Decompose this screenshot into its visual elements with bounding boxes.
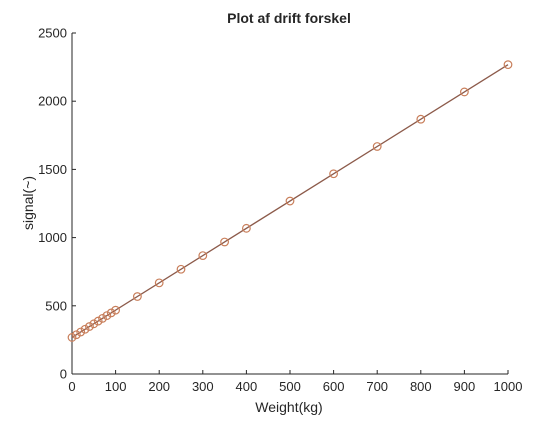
x-axis-label: Weight(kg) [255, 399, 322, 415]
fit-line [71, 64, 509, 338]
data-point [460, 87, 469, 97]
y-tick-label: 1000 [38, 230, 67, 245]
x-tick-label: 500 [279, 379, 301, 394]
data-point [98, 313, 107, 323]
data-point [503, 60, 513, 70]
y-tick-label: 0 [60, 367, 67, 382]
data-point [80, 324, 90, 334]
x-tick-label: 600 [323, 379, 345, 394]
data-point [132, 292, 142, 301]
data-point [372, 142, 382, 151]
data-point [285, 196, 295, 206]
x-tick-label: 0 [68, 379, 75, 394]
x-tick-label: 900 [454, 379, 476, 394]
data-points [67, 60, 513, 342]
y-axis-label: signal(~) [20, 176, 36, 230]
data-point [85, 322, 94, 331]
x-tick-label: 700 [366, 379, 388, 394]
data-point [106, 308, 116, 318]
data-point [76, 327, 86, 337]
fit-line-group [71, 64, 509, 338]
x-tick-label: 800 [410, 379, 432, 394]
data-point [71, 330, 81, 340]
y-tick-label: 2500 [38, 26, 67, 41]
data-point [220, 237, 230, 247]
x-tick-label: 300 [192, 379, 214, 394]
y-axis-ticks: 0 500 1000 1500 2000 2500 [38, 26, 76, 382]
x-tick-label: 100 [105, 379, 127, 394]
y-tick-label: 1500 [38, 162, 67, 177]
x-tick-label: 200 [148, 379, 170, 394]
data-point [241, 223, 251, 233]
data-point [67, 333, 77, 342]
x-tick-label: 1000 [494, 379, 523, 394]
data-point [89, 319, 99, 329]
data-point [93, 316, 103, 326]
data-point [198, 251, 208, 261]
y-tick-label: 500 [45, 298, 67, 313]
data-point [416, 114, 426, 124]
y-tick-label: 2000 [38, 94, 67, 109]
chart-title: Plot af drift forskel [227, 10, 351, 26]
data-point [102, 311, 112, 321]
data-point [111, 305, 120, 315]
data-point [329, 169, 339, 179]
data-point [154, 278, 164, 288]
data-point [176, 264, 186, 274]
x-axis-ticks: 0 100 200 300 400 500 600 700 800 900 1000 [68, 370, 522, 394]
x-tick-label: 400 [236, 379, 258, 394]
